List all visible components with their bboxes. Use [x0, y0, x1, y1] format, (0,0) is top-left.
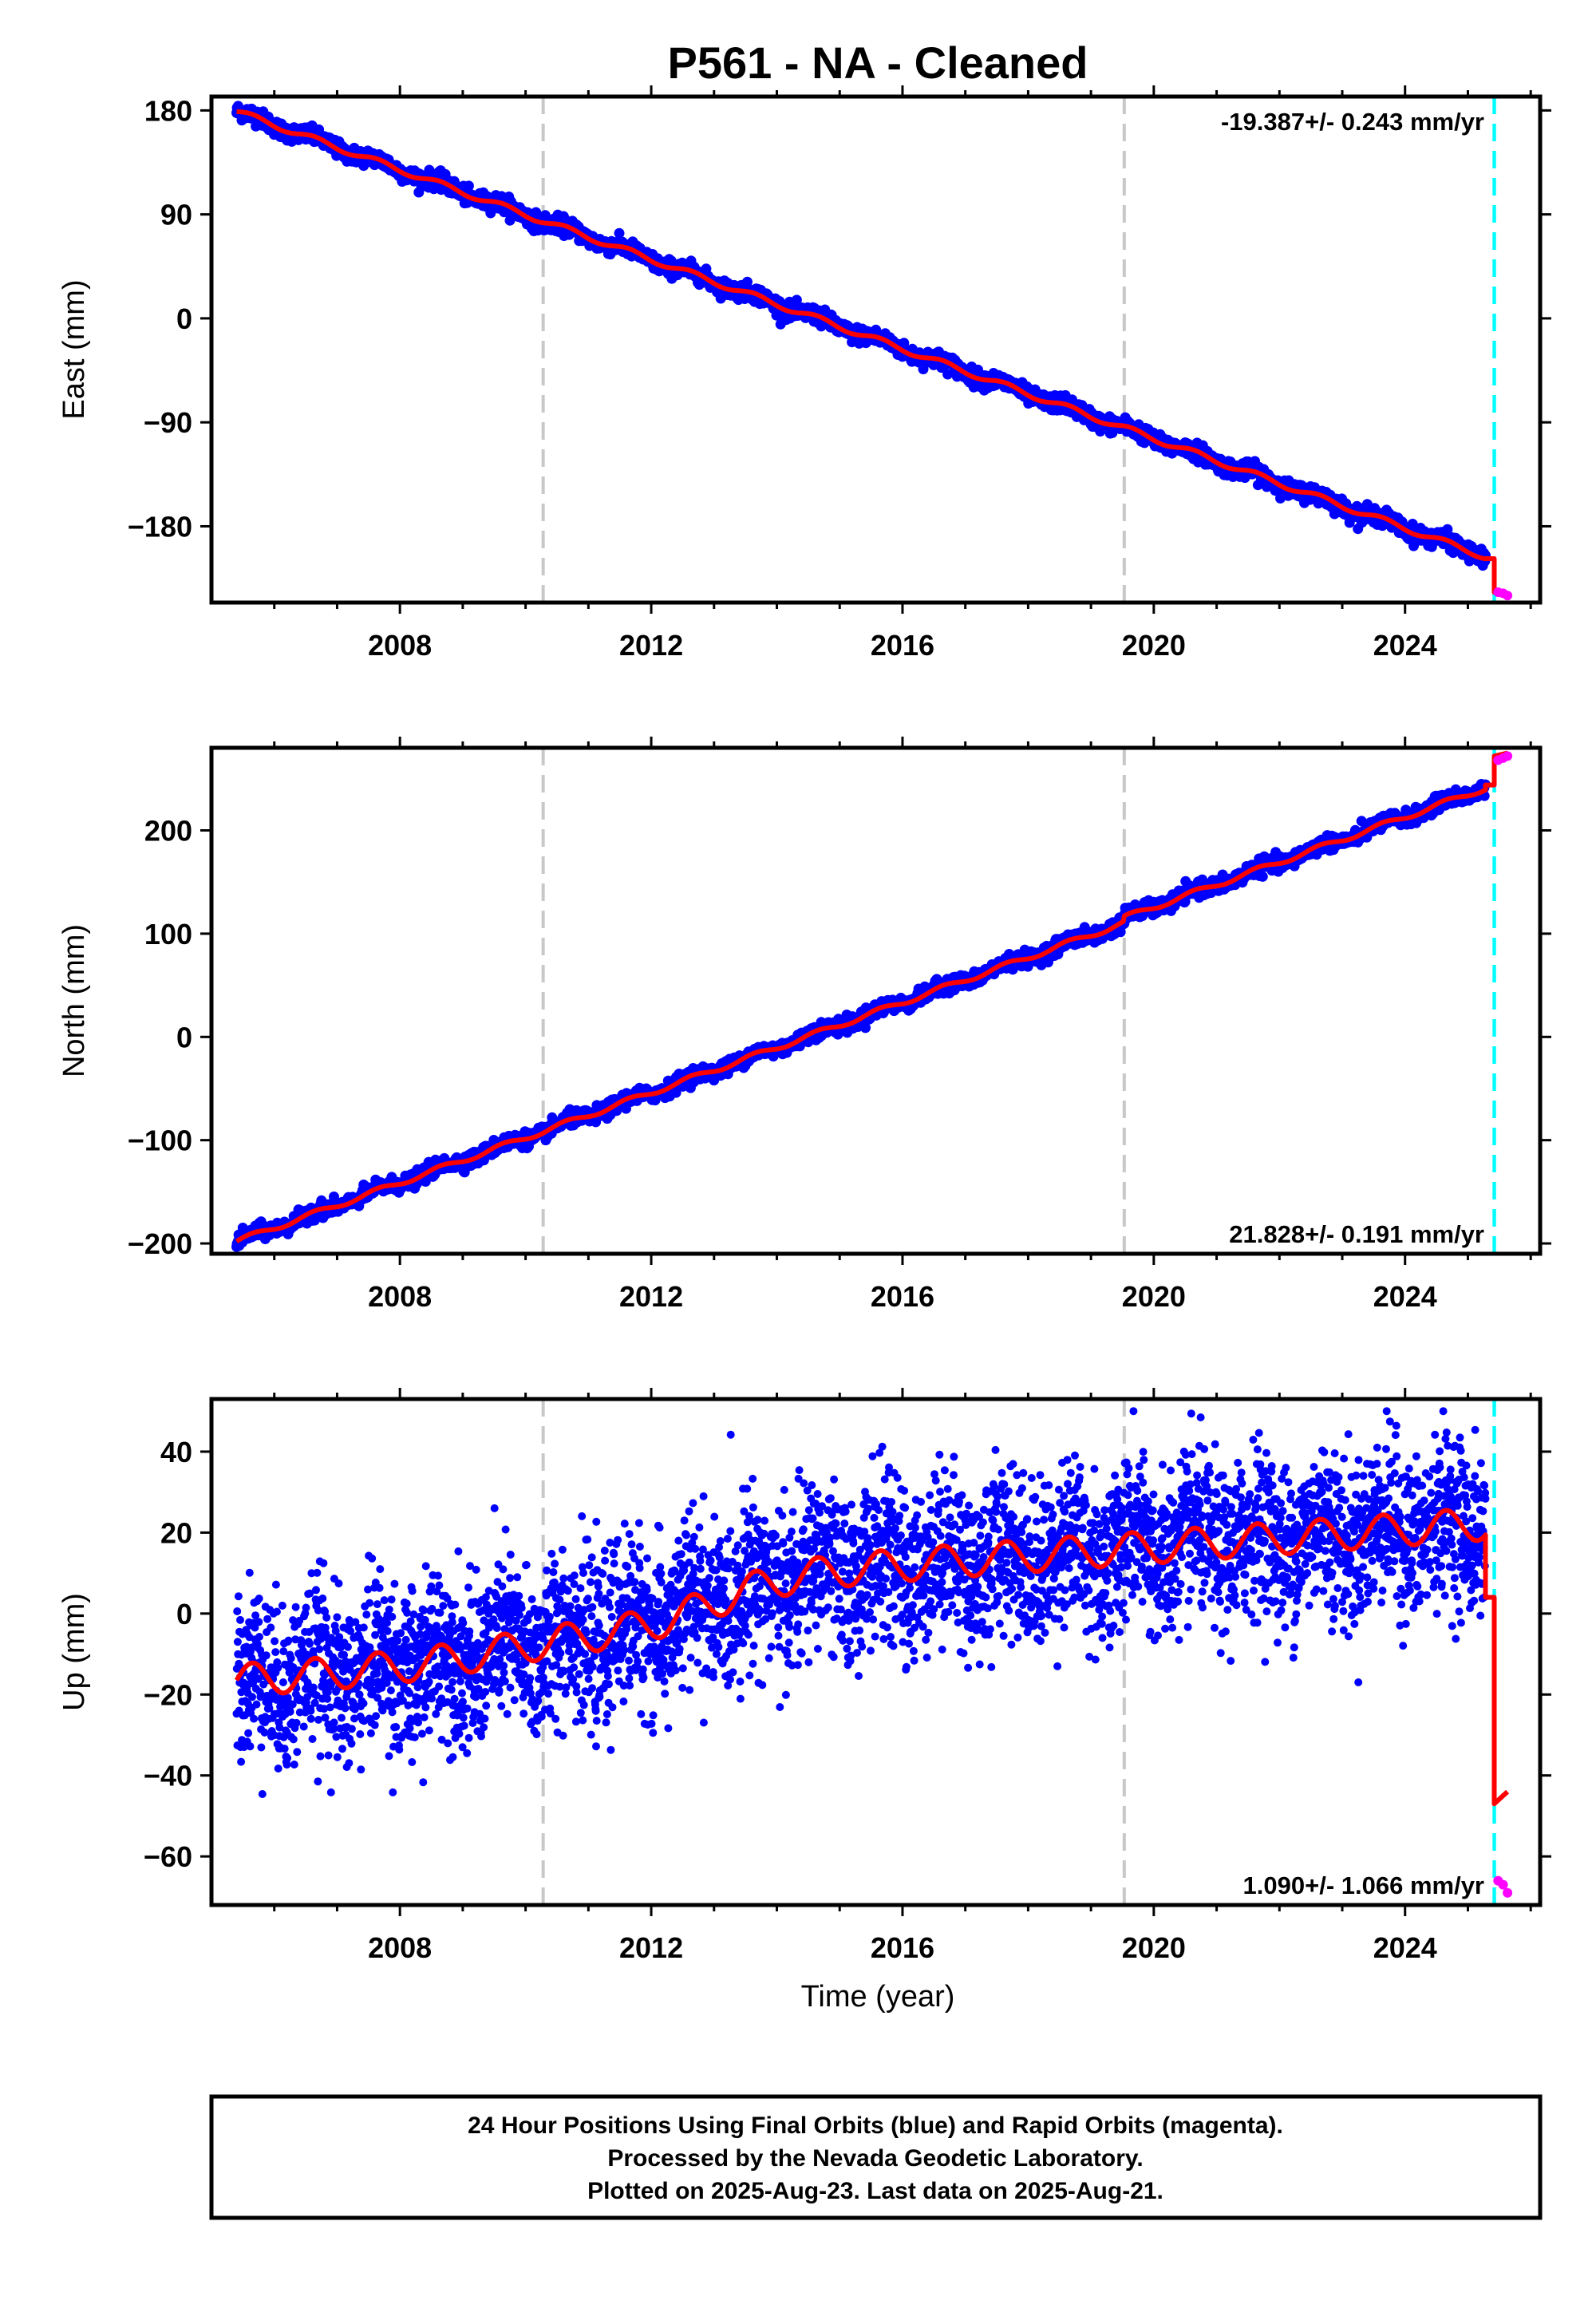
x-tick-label: 2008 [368, 629, 432, 662]
x-tick-label: 2024 [1373, 629, 1437, 662]
x-tick-label: 2020 [1122, 629, 1186, 662]
rapid-orbit-points [1493, 587, 1513, 601]
x-tick-label: 2020 [1122, 1280, 1186, 1313]
plot-panels: 2008 2012 2016 2020 2024 180 90 0 −90 −180 East (m… [57, 85, 1551, 1964]
rapid-orbit-point [1503, 751, 1513, 761]
final-orbit-point [670, 1087, 681, 1098]
y-axis-label: North (mm) [57, 924, 91, 1077]
y-tick-label: 0 [176, 302, 192, 335]
x-tick-label: 2012 [619, 629, 683, 662]
y-tick-label: 200 [144, 815, 192, 848]
y-tick-label: −180 [128, 510, 192, 543]
x-tick-label: 2016 [871, 1280, 934, 1313]
x-tick-label: 2024 [1373, 1280, 1437, 1313]
y-tick-label: 90 [160, 199, 192, 231]
x-tick-label: 2012 [619, 1280, 683, 1313]
panel-0: 2008 2012 2016 2020 2024 180 90 0 −90 −180 East (m… [57, 85, 1551, 662]
final-orbit-point [463, 180, 474, 192]
y-tick-label: 100 [144, 918, 192, 951]
x-tick-label: 2008 [368, 1280, 432, 1313]
velocity-rate-label: 21.828+/- 0.191 mm/yr [1229, 1220, 1484, 1248]
y-tick-label: 180 [144, 94, 192, 127]
final-orbit-point [236, 1615, 244, 1624]
final-orbit-points [232, 1407, 1490, 1798]
panel-frame [209, 94, 1543, 605]
final-orbit-point [233, 1607, 242, 1615]
y-tick-label: −100 [128, 1124, 192, 1157]
panel-data [231, 748, 1513, 1254]
y-axis-label: East (mm) [57, 279, 91, 419]
final-orbit-point [234, 1592, 243, 1601]
model-fit-line [235, 109, 1508, 597]
panel-data [231, 97, 1513, 603]
figure-title: P561 - NA - Cleaned [668, 38, 1088, 88]
final-orbit-point [233, 1638, 242, 1646]
final-orbit-point [1257, 871, 1268, 882]
y-tick-label: −200 [128, 1227, 192, 1260]
final-orbit-point [791, 294, 802, 306]
rapid-orbit-point [1503, 591, 1513, 601]
final-orbit-point [237, 1757, 246, 1766]
y-tick-label: 0 [176, 1021, 192, 1053]
final-orbit-point [614, 227, 625, 239]
velocity-rate-label: -19.387+/- 0.243 mm/yr [1221, 108, 1484, 136]
panel-1: 2008 2012 2016 2020 2024 200 100 0 −100 −200 North… [57, 737, 1551, 1313]
x-tick-label: 2016 [871, 629, 934, 662]
panel-data [232, 1399, 1513, 1905]
y-tick-label: −90 [144, 406, 192, 439]
final-orbit-point [1442, 524, 1453, 535]
